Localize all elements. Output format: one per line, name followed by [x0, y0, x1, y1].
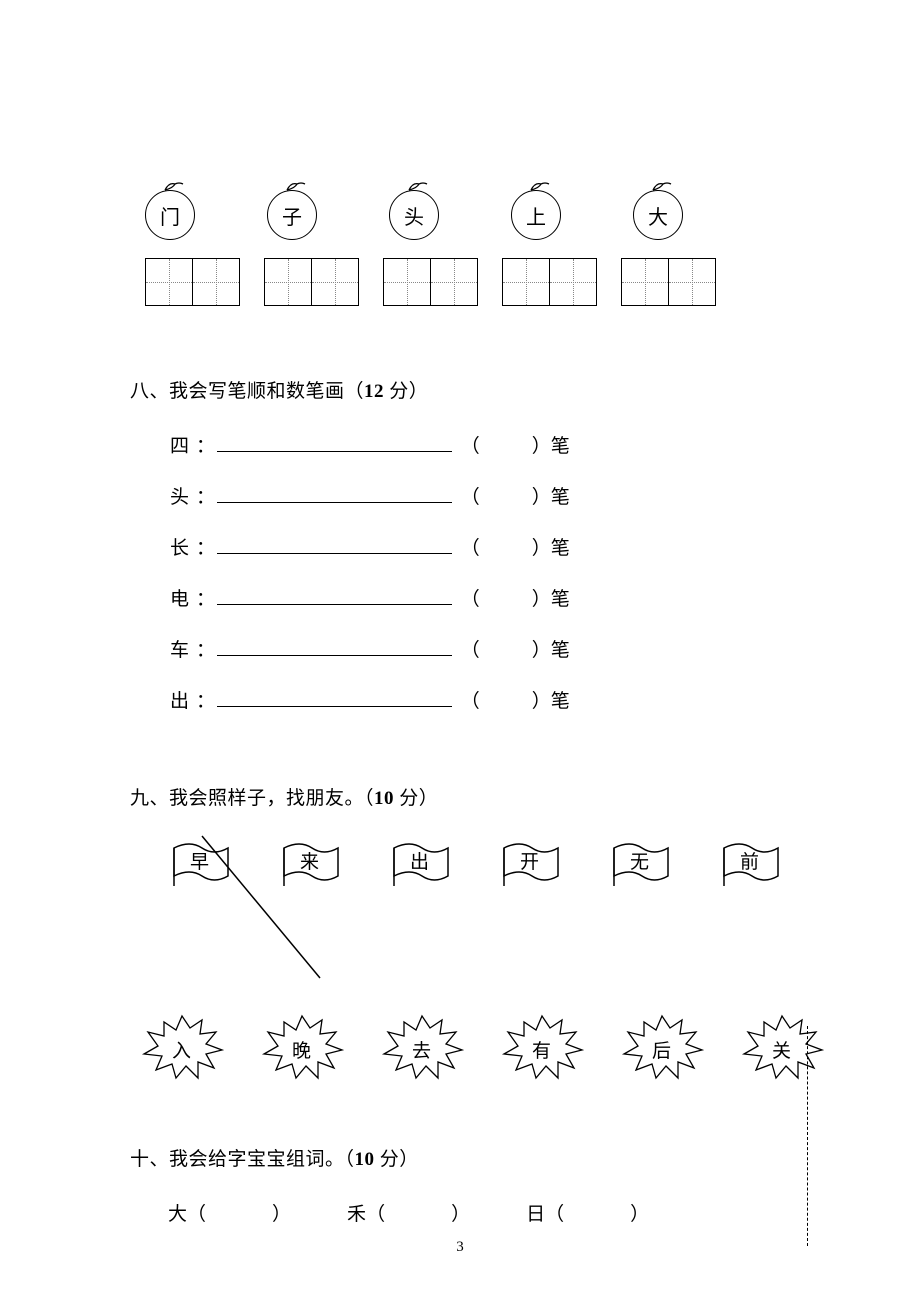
stroke-row: 电： （）笔	[170, 584, 800, 611]
flag-char: 开	[520, 847, 539, 874]
apple-item: 上	[511, 190, 561, 240]
stroke-char: 长	[170, 533, 196, 560]
q9-title: 九、我会照样子，找朋友。（10 分）	[130, 783, 800, 810]
star-item[interactable]: 关	[740, 1014, 824, 1080]
stroke-blank[interactable]	[217, 585, 452, 605]
flag-item[interactable]: 前	[720, 838, 782, 888]
stroke-row: 长： （）笔	[170, 533, 800, 560]
stroke-char: 四	[170, 431, 196, 458]
apple-item: 头	[389, 190, 439, 240]
q8-lines: 四： （）笔 头： （）笔 长： （）笔 电： （）笔 车： （）笔 出：	[170, 431, 800, 713]
match-line-example	[200, 828, 350, 988]
page-number: 3	[0, 1239, 920, 1256]
q8-title: 八、我会写笔顺和数笔画（12 分）	[130, 376, 800, 403]
apple-char: 大	[648, 201, 668, 230]
flag-item[interactable]: 出	[390, 838, 452, 888]
flag-char: 无	[630, 847, 649, 874]
word-char: 禾	[347, 1204, 366, 1225]
star-char: 晚	[292, 1036, 311, 1063]
star-char: 后	[652, 1036, 671, 1063]
tian-box[interactable]	[621, 258, 716, 306]
star-char: 入	[172, 1036, 191, 1063]
apple-char: 头	[404, 201, 424, 230]
tian-box[interactable]	[383, 258, 478, 306]
stroke-row: 四： （）笔	[170, 431, 800, 458]
tian-box[interactable]	[145, 258, 240, 306]
tian-box[interactable]	[264, 258, 359, 306]
word-item: 日（）	[526, 1199, 649, 1226]
stroke-blank[interactable]	[217, 636, 452, 656]
page-cut-line	[807, 1026, 808, 1246]
stroke-char: 电	[170, 584, 196, 611]
star-char: 关	[772, 1036, 791, 1063]
word-char: 日	[526, 1204, 545, 1225]
star-char: 有	[532, 1036, 551, 1063]
stroke-row: 头： （）笔	[170, 482, 800, 509]
apple-item: 门	[145, 190, 195, 240]
stroke-char: 出	[170, 686, 196, 713]
q7-apples-row: 门 子 头 上 大	[145, 190, 800, 240]
apple-item: 子	[267, 190, 317, 240]
q10-words-row: 大（） 禾（） 日（）	[168, 1199, 800, 1226]
word-item: 大（）	[168, 1199, 291, 1226]
stroke-char: 车	[170, 635, 196, 662]
word-char: 大	[168, 1204, 187, 1225]
flag-item[interactable]: 开	[500, 838, 562, 888]
tian-box[interactable]	[502, 258, 597, 306]
q7-boxes-row	[145, 258, 800, 306]
stroke-blank[interactable]	[217, 534, 452, 554]
stroke-blank[interactable]	[217, 483, 452, 503]
star-item[interactable]: 后	[620, 1014, 704, 1080]
stroke-row: 车： （）笔	[170, 635, 800, 662]
star-char: 去	[412, 1036, 431, 1063]
flag-item[interactable]: 无	[610, 838, 672, 888]
star-item[interactable]: 有	[500, 1014, 584, 1080]
stroke-blank[interactable]	[217, 432, 452, 452]
apple-char: 子	[282, 201, 302, 230]
flag-char: 出	[410, 847, 429, 874]
apple-char: 上	[526, 201, 546, 230]
apple-char: 门	[160, 201, 180, 230]
stroke-char: 头	[170, 482, 196, 509]
star-item[interactable]: 晚	[260, 1014, 344, 1080]
q9-bottom-row: 入 晚 去 有 后	[140, 1014, 800, 1080]
star-item[interactable]: 去	[380, 1014, 464, 1080]
star-item[interactable]: 入	[140, 1014, 224, 1080]
q9-match-area[interactable]	[170, 908, 800, 1008]
word-item: 禾（）	[347, 1199, 470, 1226]
q10-title: 十、我会给字宝宝组词。（10 分）	[130, 1144, 800, 1171]
flag-char: 前	[740, 847, 759, 874]
apple-item: 大	[633, 190, 683, 240]
stroke-row: 出： （）笔	[170, 686, 800, 713]
stroke-blank[interactable]	[217, 687, 452, 707]
